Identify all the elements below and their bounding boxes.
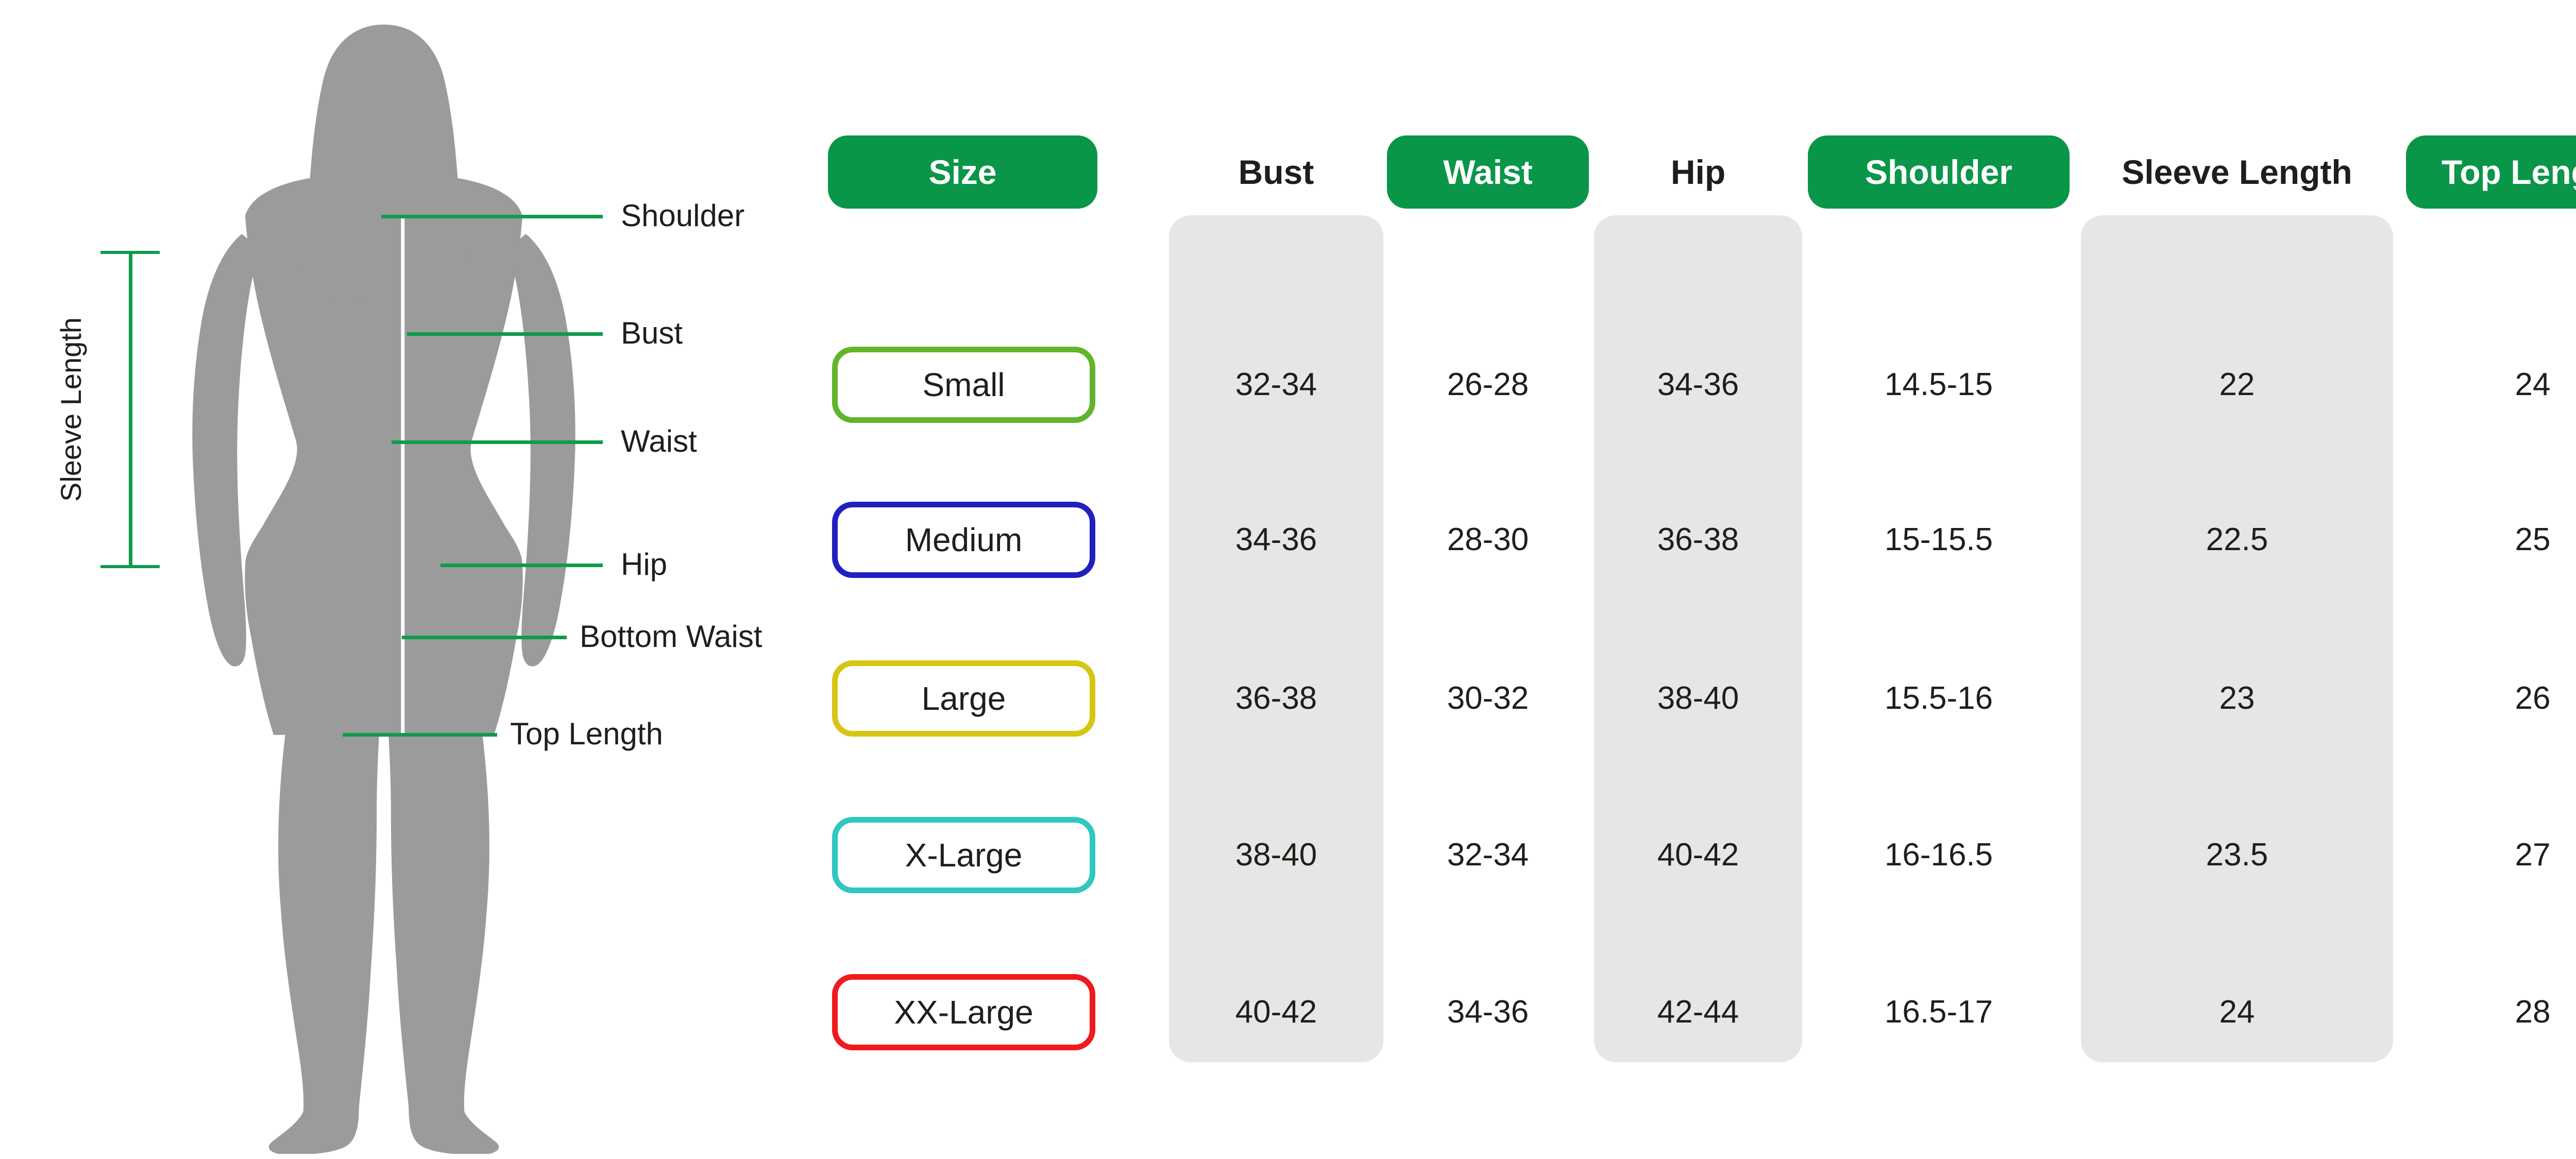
cell-large-hip: 38-40 [1657, 680, 1739, 716]
hip-column-background [1594, 215, 1802, 1062]
size-button-medium[interactable]: Medium [832, 502, 1095, 578]
cell-xlarge-sleeve: 23.5 [2206, 837, 2268, 873]
waist-line [392, 440, 603, 444]
cell-medium-bust: 34-36 [1235, 522, 1317, 557]
size-button-large[interactable]: Large [832, 660, 1095, 737]
shoulder-label: Shoulder [621, 198, 745, 233]
center-guide-line [401, 218, 405, 735]
shoulder-header: Shoulder [1808, 135, 2070, 209]
head-hair-shape [285, 24, 482, 311]
cell-xxlarge-top-length: 28 [2515, 994, 2551, 1030]
left-arm-shape [192, 234, 255, 667]
torso-shape [245, 172, 523, 735]
cell-medium-shoulder: 15-15.5 [1884, 522, 1993, 557]
cell-xlarge-top-length: 27 [2515, 837, 2551, 873]
cell-large-bust: 36-38 [1235, 680, 1317, 716]
size-button-xxlarge[interactable]: XX-Large [832, 974, 1095, 1050]
sleeve-length-tick-bottom [100, 565, 160, 568]
size-button-small[interactable]: Small [832, 347, 1095, 423]
hip-label: Hip [621, 547, 668, 582]
top-length-line [343, 733, 497, 737]
size-header: Size [828, 135, 1097, 209]
bottom-waist-label: Bottom Waist [580, 619, 762, 654]
hip-header: Hip [1594, 135, 1802, 209]
hip-line [440, 564, 603, 567]
sleeve-length-header: Sleeve Length [2081, 135, 2393, 209]
cell-small-sleeve: 22 [2219, 367, 2255, 402]
cell-small-hip: 34-36 [1657, 367, 1739, 402]
cell-large-top-length: 26 [2515, 680, 2551, 716]
top-length-header: Top Length [2406, 135, 2576, 209]
female-body-silhouette [192, 24, 575, 1154]
waist-header: Waist [1387, 135, 1589, 209]
cell-xxlarge-bust: 40-42 [1235, 994, 1317, 1030]
size-button-xlarge[interactable]: X-Large [832, 817, 1095, 893]
cell-large-sleeve: 23 [2219, 680, 2255, 716]
bust-label: Bust [621, 316, 683, 350]
cell-large-waist: 30-32 [1447, 680, 1529, 716]
cell-medium-waist: 28-30 [1447, 522, 1529, 557]
cell-small-bust: 32-34 [1235, 367, 1317, 402]
cell-xlarge-waist: 32-34 [1447, 837, 1529, 873]
waist-label: Waist [621, 424, 697, 458]
cell-xlarge-bust: 38-40 [1235, 837, 1317, 873]
cell-medium-sleeve: 22.5 [2206, 522, 2268, 557]
sleeve-length-line [129, 252, 132, 567]
right-leg-shape [388, 732, 499, 1154]
left-leg-shape [268, 732, 379, 1154]
cell-medium-top-length: 25 [2515, 522, 2551, 557]
cell-small-top-length: 24 [2515, 367, 2551, 402]
cell-xxlarge-sleeve: 24 [2219, 994, 2255, 1030]
sleeve-length-tick-top [100, 251, 160, 254]
right-arm-shape [513, 234, 575, 667]
top-length-label: Top Length [510, 717, 663, 751]
cell-medium-hip: 36-38 [1657, 522, 1739, 557]
cell-xlarge-shoulder: 16-16.5 [1884, 837, 1993, 873]
sleeve-length-column-background [2081, 215, 2393, 1062]
bust-header: Bust [1169, 135, 1383, 209]
cell-xlarge-hip: 40-42 [1657, 837, 1739, 873]
cell-xxlarge-waist: 34-36 [1447, 994, 1529, 1030]
cell-large-shoulder: 15.5-16 [1884, 680, 1993, 716]
bust-line [407, 332, 603, 336]
sleeve-length-label: Sleeve Length [55, 317, 87, 502]
bottom-waist-line [402, 636, 567, 639]
cell-small-waist: 26-28 [1447, 367, 1529, 402]
cell-xxlarge-hip: 42-44 [1657, 994, 1739, 1030]
shoulder-line [381, 215, 603, 218]
cell-xxlarge-shoulder: 16.5-17 [1884, 994, 1993, 1030]
cell-small-shoulder: 14.5-15 [1884, 367, 1993, 402]
bust-column-background [1169, 215, 1383, 1062]
